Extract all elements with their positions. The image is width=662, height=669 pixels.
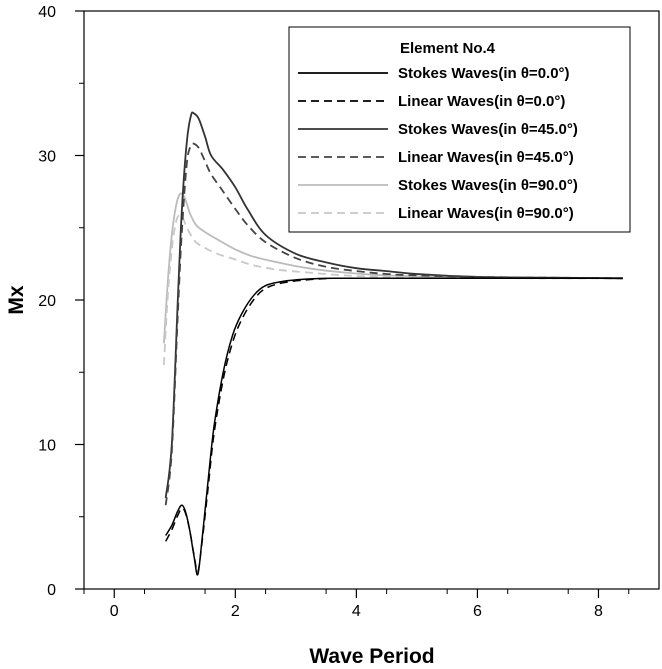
series-layer (163, 111, 623, 576)
x-tick-label: 2 (231, 603, 240, 620)
series-line-6 (163, 213, 623, 366)
legend: Element No.4 Stokes Waves(in θ=0.0°) Line… (288, 26, 631, 233)
series-line-3 (164, 111, 623, 499)
y-tick-label: 20 (38, 293, 56, 310)
legend-title: Element No.4 (400, 40, 496, 57)
legend-label-3: Stokes Waves(in θ=45.0°) (398, 121, 578, 138)
legend-label-5: Stokes Waves(in θ=90.0°) (398, 177, 578, 194)
y-tick-label: 40 (38, 4, 56, 21)
y-tick-label: 10 (38, 438, 56, 455)
legend-label-4: Linear Waves(in θ=45.0°) (398, 149, 574, 166)
x-tick-label: 4 (352, 603, 361, 620)
series-line-1 (165, 277, 623, 576)
x-axis-title: Wave Period (309, 645, 434, 668)
y-tick-label: 0 (47, 582, 56, 599)
legend-label-1: Stokes Waves(in θ=0.0°) (398, 65, 570, 82)
series-line-5 (163, 192, 623, 344)
x-tick-label: 8 (594, 603, 603, 620)
x-tick-label: 0 (110, 603, 119, 620)
legend-label-6: Linear Waves(in θ=90.0°) (398, 205, 574, 222)
y-axis-title: Mx (5, 285, 28, 314)
series-line-2 (165, 277, 623, 573)
x-tick-label: 6 (473, 603, 482, 620)
legend-label-2: Linear Waves(in θ=0.0°) (398, 93, 565, 110)
series-line-4 (164, 142, 623, 506)
y-tick-label: 30 (38, 149, 56, 166)
axis-ticks: 0 2 4 6 8 0 10 20 30 40 (38, 4, 630, 620)
